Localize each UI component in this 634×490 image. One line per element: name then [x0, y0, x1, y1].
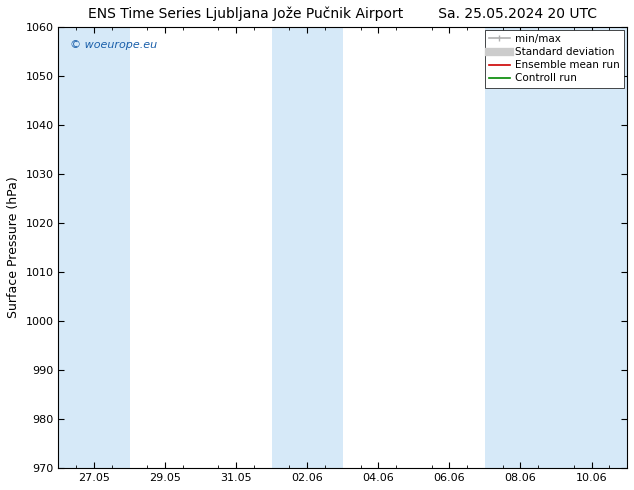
Text: © woeurope.eu: © woeurope.eu	[70, 40, 157, 50]
Bar	[485, 27, 556, 468]
Bar	[58, 27, 129, 468]
Legend: min/max, Standard deviation, Ensemble mean run, Controll run: min/max, Standard deviation, Ensemble me…	[485, 30, 624, 88]
Bar	[272, 27, 343, 468]
Y-axis label: Surface Pressure (hPa): Surface Pressure (hPa)	[7, 176, 20, 318]
Bar	[556, 27, 627, 468]
Title: ENS Time Series Ljubljana Jože Pučnik Airport        Sa. 25.05.2024 20 UTC: ENS Time Series Ljubljana Jože Pučnik Ai…	[88, 7, 597, 22]
